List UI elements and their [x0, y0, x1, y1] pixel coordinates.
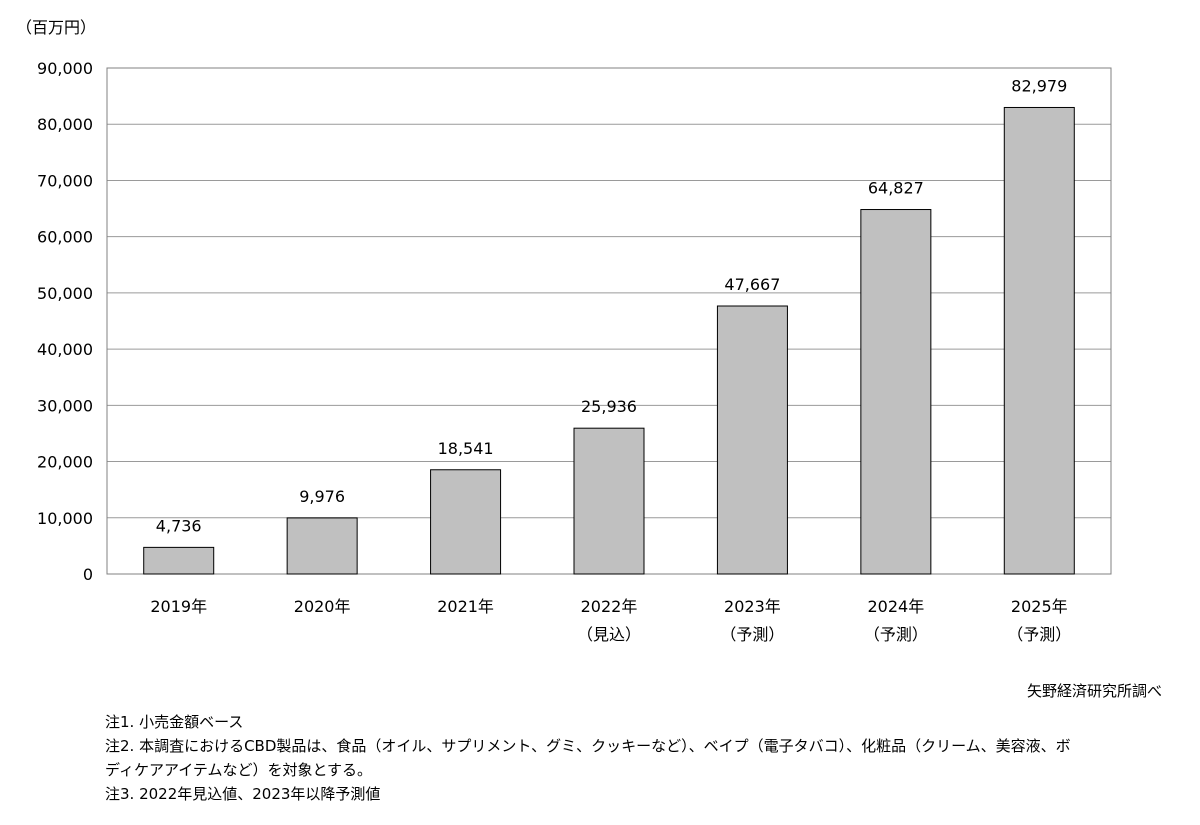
y-tick-label: 30,000: [37, 396, 93, 415]
bar: [573, 427, 645, 575]
bar: [716, 305, 788, 575]
y-tick-label: 40,000: [37, 340, 93, 359]
x-tick-label: 2020年: [294, 597, 351, 616]
x-tick-label: 2021年: [437, 597, 494, 616]
footnote-2-continued: ディケアアイテムなど）を対象とする。: [105, 761, 373, 779]
bar: [430, 469, 502, 575]
data-label: 9,976: [299, 487, 345, 506]
y-tick-label: 0: [83, 565, 93, 584]
x-tick-sublabel: （見込）: [577, 625, 641, 644]
bar: [860, 209, 932, 575]
data-label: 18,541: [438, 439, 494, 458]
data-label: 47,667: [724, 275, 780, 294]
footnote-1: 注1. 小売金額ベース: [105, 713, 244, 731]
bar: [286, 517, 358, 575]
y-tick-label: 50,000: [37, 284, 93, 303]
footnotes: 注1. 小売金額ベース 注2. 本調査におけるCBD製品は、食品（オイル、サプリ…: [105, 710, 1071, 806]
y-tick-label: 90,000: [37, 59, 93, 78]
x-tick-label: 2024年: [867, 597, 924, 616]
y-tick-label: 70,000: [37, 171, 93, 190]
x-tick-label: 2022年: [581, 597, 638, 616]
data-label: 25,936: [581, 397, 637, 416]
bar: [1003, 106, 1075, 575]
data-label: 82,979: [1011, 76, 1067, 95]
data-label: 64,827: [868, 179, 924, 198]
data-label: 4,736: [156, 516, 202, 535]
x-tick-sublabel: （予測）: [1007, 625, 1071, 644]
y-tick-label: 80,000: [37, 115, 93, 134]
source-credit: 矢野経済研究所調べ: [1026, 682, 1162, 700]
x-tick-label: 2025年: [1011, 597, 1068, 616]
bar: [143, 546, 215, 575]
footnote-3: 注3. 2022年見込値、2023年以降予測値: [105, 785, 381, 803]
x-tick-sublabel: （予測）: [864, 625, 928, 644]
x-tick-sublabel: （予測）: [720, 625, 784, 644]
x-tick-label: 2023年: [724, 597, 781, 616]
x-tick-label: 2019年: [150, 597, 207, 616]
footnote-2: 注2. 本調査におけるCBD製品は、食品（オイル、サプリメント、グミ、クッキーな…: [105, 737, 1071, 755]
y-tick-label: 10,000: [37, 509, 93, 528]
y-tick-label: 60,000: [37, 228, 93, 247]
bar-chart: 0 10,000 20,000 30,000 40,000 50,000 60,000 70,…: [37, 59, 1112, 644]
y-tick-label: 20,000: [37, 453, 93, 472]
y-axis-unit-label: （百万円）: [16, 18, 97, 37]
